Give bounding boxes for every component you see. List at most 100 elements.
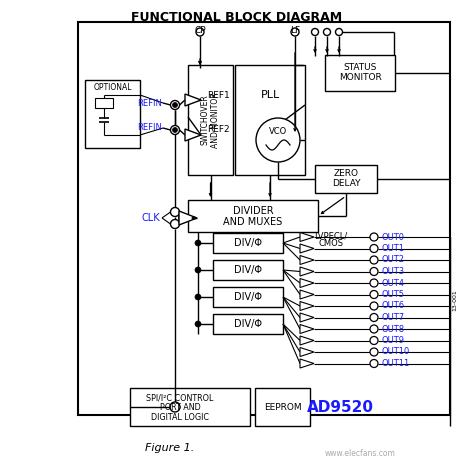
Circle shape — [370, 279, 378, 287]
Text: OUT3: OUT3 — [381, 267, 404, 276]
Polygon shape — [300, 325, 314, 333]
Polygon shape — [300, 359, 314, 368]
Polygon shape — [300, 267, 314, 276]
Text: OUT4: OUT4 — [381, 279, 404, 288]
Bar — [213, 260, 283, 280]
Text: MONITOR: MONITOR — [339, 74, 381, 82]
Text: LF: LF — [290, 26, 300, 35]
Bar — [213, 314, 283, 334]
Circle shape — [370, 359, 378, 368]
Circle shape — [370, 233, 378, 241]
Circle shape — [291, 28, 299, 36]
Bar — [85, 80, 140, 148]
Text: OUT6: OUT6 — [381, 301, 404, 311]
Text: DIGITAL LOGIC: DIGITAL LOGIC — [151, 413, 209, 423]
Circle shape — [323, 29, 331, 36]
Bar — [300, 228, 362, 348]
Circle shape — [312, 29, 319, 36]
Polygon shape — [300, 313, 314, 322]
Circle shape — [171, 100, 180, 110]
Bar — [213, 233, 283, 253]
Polygon shape — [300, 336, 314, 345]
Text: PLL: PLL — [260, 90, 280, 100]
Bar — [95, 98, 113, 108]
Text: Figure 1.: Figure 1. — [145, 443, 195, 453]
Text: EEPROM: EEPROM — [264, 402, 301, 412]
Text: SWITCHOVER
AND MONITOR: SWITCHOVER AND MONITOR — [201, 92, 220, 148]
Circle shape — [370, 313, 378, 321]
Circle shape — [195, 240, 201, 246]
Circle shape — [370, 256, 378, 264]
Text: REF2: REF2 — [207, 125, 229, 134]
Text: OUT7: OUT7 — [381, 313, 404, 322]
Text: 13-001: 13-001 — [453, 289, 457, 311]
Circle shape — [195, 267, 201, 273]
Bar — [235, 65, 305, 175]
Polygon shape — [300, 279, 314, 288]
Circle shape — [171, 219, 180, 229]
Text: DIV/Φ: DIV/Φ — [234, 238, 262, 248]
Bar — [255, 388, 310, 426]
Text: OUT2: OUT2 — [381, 256, 404, 264]
Polygon shape — [300, 244, 314, 253]
Polygon shape — [300, 256, 314, 264]
Circle shape — [370, 268, 378, 275]
Text: OUT11: OUT11 — [381, 359, 409, 368]
Circle shape — [171, 207, 180, 217]
Text: OUT10: OUT10 — [381, 348, 409, 357]
Text: CP: CP — [194, 26, 206, 35]
Circle shape — [370, 302, 378, 310]
Text: CLK: CLK — [142, 213, 160, 223]
Circle shape — [170, 402, 180, 412]
Text: DIVIDER: DIVIDER — [233, 206, 273, 216]
Text: CMOS: CMOS — [319, 239, 343, 249]
Text: STATUS: STATUS — [343, 63, 377, 71]
Text: DELAY: DELAY — [332, 180, 360, 188]
Circle shape — [195, 321, 201, 327]
Bar — [188, 200, 318, 232]
Text: www.elecfans.com: www.elecfans.com — [324, 449, 395, 457]
Circle shape — [370, 244, 378, 252]
Text: REFIN: REFIN — [137, 124, 162, 132]
Polygon shape — [179, 211, 197, 225]
Text: AND MUXES: AND MUXES — [223, 217, 283, 227]
Polygon shape — [300, 301, 314, 311]
Polygon shape — [185, 94, 201, 106]
Circle shape — [172, 127, 178, 132]
Polygon shape — [185, 129, 201, 141]
Polygon shape — [300, 290, 314, 299]
Circle shape — [171, 125, 180, 134]
Bar — [188, 65, 233, 175]
Text: FUNCTIONAL BLOCK DIAGRAM: FUNCTIONAL BLOCK DIAGRAM — [132, 11, 342, 24]
Text: DIV/Φ: DIV/Φ — [234, 265, 262, 275]
Text: DIV/Φ: DIV/Φ — [234, 319, 262, 329]
Bar — [315, 165, 377, 193]
Circle shape — [370, 290, 378, 299]
Text: OUT1: OUT1 — [381, 244, 404, 253]
Text: REFIN: REFIN — [137, 99, 162, 107]
Bar — [130, 388, 250, 426]
Text: OUT0: OUT0 — [381, 232, 404, 242]
Text: VCO: VCO — [269, 127, 287, 137]
Circle shape — [370, 348, 378, 356]
Text: PORT AND: PORT AND — [160, 403, 200, 413]
Text: LVPECL/: LVPECL/ — [314, 232, 348, 240]
Circle shape — [370, 337, 378, 344]
Circle shape — [196, 28, 204, 36]
Text: REF1: REF1 — [207, 90, 230, 100]
Text: AD9520: AD9520 — [306, 400, 373, 414]
Polygon shape — [300, 232, 314, 242]
Circle shape — [172, 102, 178, 107]
Text: DIV/Φ: DIV/Φ — [234, 292, 262, 302]
Text: OPTIONAL: OPTIONAL — [93, 82, 132, 92]
Bar — [78, 22, 450, 415]
Text: SPI/I²C CONTROL: SPI/I²C CONTROL — [146, 394, 214, 402]
Polygon shape — [300, 348, 314, 357]
Circle shape — [335, 29, 342, 36]
Text: OUT5: OUT5 — [381, 290, 404, 299]
Text: ZERO: ZERO — [333, 169, 359, 179]
Text: OUT8: OUT8 — [381, 325, 404, 333]
Circle shape — [256, 118, 300, 162]
Bar — [325, 55, 395, 91]
Bar — [213, 287, 283, 307]
